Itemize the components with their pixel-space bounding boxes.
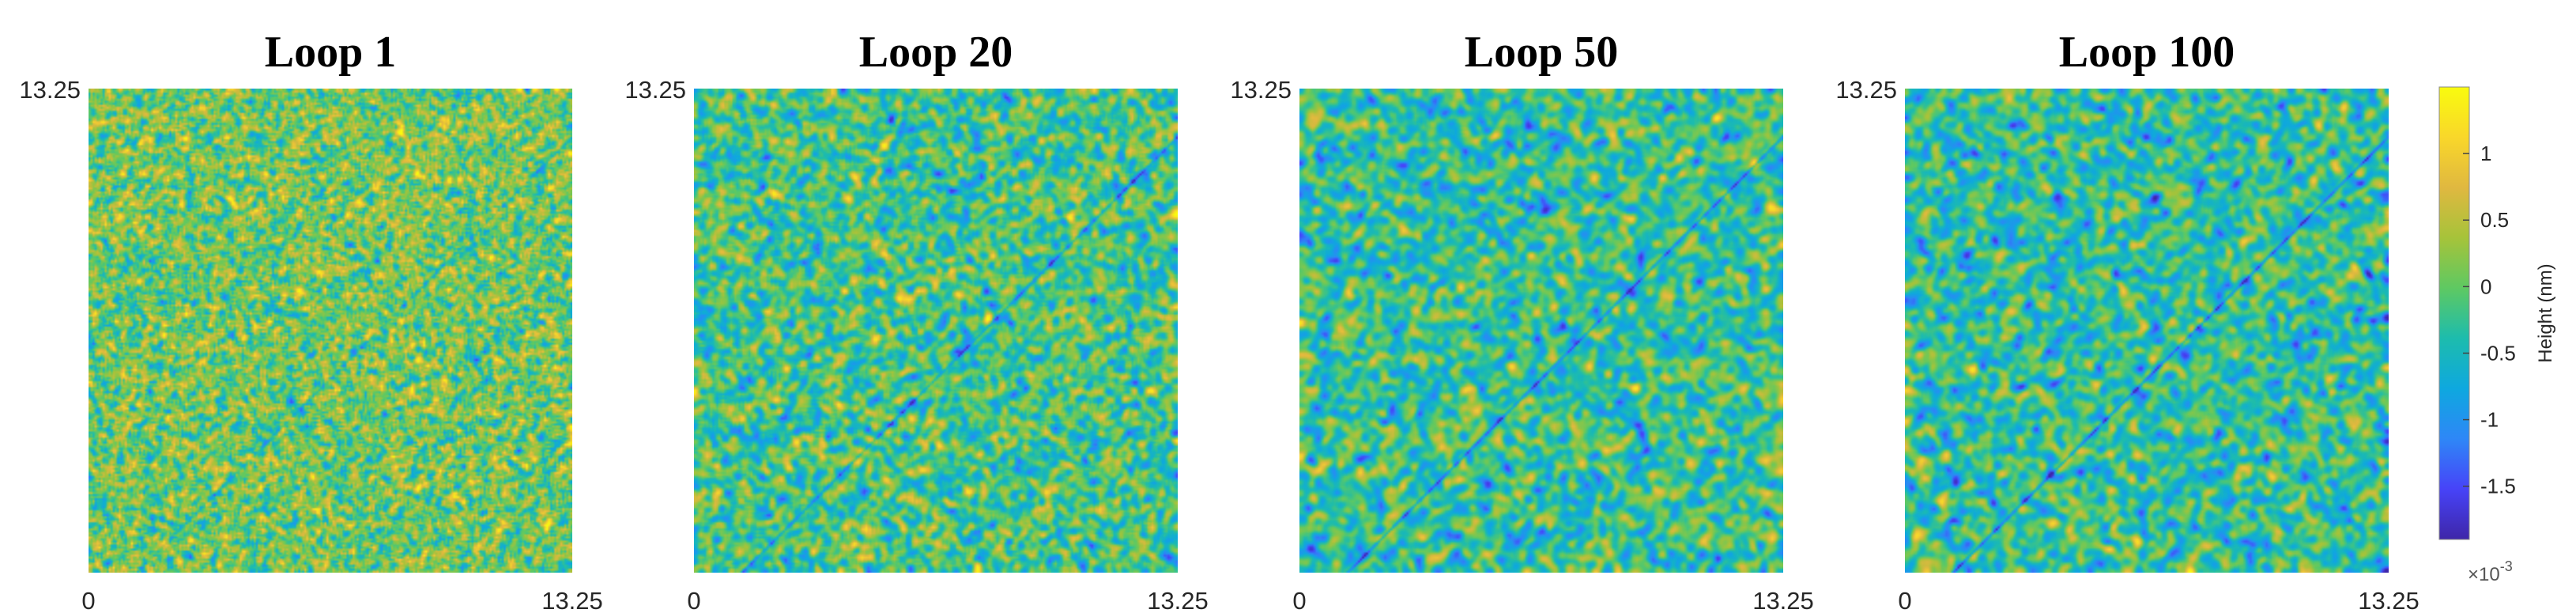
x-tick-label: 13.25 — [541, 587, 603, 613]
colorbar: 1 0.5 0 -0.5 -1 -1.5 Height (nm) ×10-3 — [2438, 86, 2556, 585]
panel-title: Loop 1 — [265, 28, 397, 77]
colorbar-tick-label: 0.5 — [2480, 208, 2509, 232]
colorbar-tick-label: -1.5 — [2480, 475, 2516, 498]
panel-1: Loop 1 13.25 0 13.25 — [19, 28, 602, 613]
y-tick-label: 13.25 — [1230, 76, 1292, 104]
panel-3: Loop 50 13.25 0 13.25 — [1230, 28, 1813, 613]
panel-2: Loop 20 13.25 0 13.25 — [624, 28, 1208, 613]
x-tick-label: 0 — [687, 587, 700, 613]
y-tick-label: 13.25 — [1835, 76, 1897, 104]
x-tick-label: 0 — [1898, 587, 1911, 613]
y-tick-label: 13.25 — [624, 76, 686, 104]
panel-title: Loop 20 — [859, 28, 1013, 77]
y-tick-label: 13.25 — [19, 76, 81, 104]
height-map-image — [1299, 89, 1783, 573]
x-tick-label: 0 — [81, 587, 95, 613]
colorbar-exponent-power: -3 — [2500, 558, 2513, 574]
colorbar-tick-label: 0 — [2480, 274, 2491, 298]
colorbar-label: Height (nm) — [2535, 263, 2556, 362]
height-map-image — [89, 89, 572, 573]
x-tick-label: 13.25 — [1752, 587, 1814, 613]
panel-title: Loop 100 — [2059, 28, 2235, 77]
colorbar-gradient — [2438, 86, 2470, 540]
x-tick-label: 13.25 — [2358, 587, 2419, 613]
colorbar-tick-label: -1 — [2480, 408, 2499, 432]
colorbar-tick-label: -0.5 — [2480, 341, 2516, 365]
panel-4: Loop 100 13.25 0 13.25 — [1835, 28, 2419, 613]
x-tick-label: 13.25 — [1147, 587, 1209, 613]
colorbar-tick-label: 1 — [2480, 142, 2491, 165]
height-map-image — [694, 89, 1178, 573]
x-tick-label: 0 — [1292, 587, 1306, 613]
colorbar-exponent: ×10-3 — [2468, 558, 2513, 585]
panel-title: Loop 50 — [1465, 28, 1619, 77]
height-map-image — [1905, 89, 2389, 573]
